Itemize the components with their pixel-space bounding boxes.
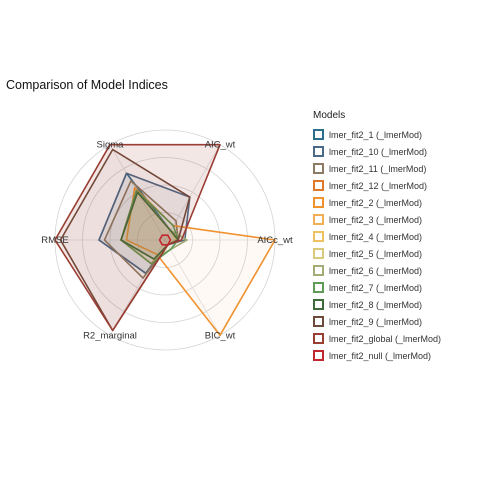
legend-label: lmer_fit2_5 (_lmerMod) xyxy=(329,248,423,259)
legend-label: lmer_fit2_4 (_lmerMod) xyxy=(329,231,423,242)
legend-key xyxy=(313,265,324,276)
legend-item: lmer_fit2_6 (_lmerMod) xyxy=(313,262,441,279)
grid-spoke-BIC_wt xyxy=(164,239,221,336)
legend-item: lmer_fit2_12 (_lmerMod) xyxy=(313,177,441,194)
chart-title: Comparison of Model Indices xyxy=(6,78,168,92)
legend-item: lmer_fit2_global (_lmerMod) xyxy=(313,330,441,347)
legend-key xyxy=(313,248,324,259)
series-14-polygon xyxy=(158,234,172,246)
legend-key xyxy=(313,350,324,361)
axis-label-AICc_wt: AICc_wt xyxy=(257,235,293,246)
axis-label-AIC_wt: AIC_wt xyxy=(205,140,236,151)
axis-label-Sigma: Sigma xyxy=(97,140,125,151)
legend-key xyxy=(313,180,324,191)
legend-label: lmer_fit2_10 (_lmerMod) xyxy=(329,146,428,157)
series-5-polygon xyxy=(125,186,276,337)
legend-key xyxy=(313,163,324,174)
legend-label: lmer_fit2_3 (_lmerMod) xyxy=(329,214,423,225)
legend-label: lmer_fit2_11 (_lmerMod) xyxy=(329,163,427,174)
legend-title: Models xyxy=(313,110,346,121)
legend-label: lmer_fit2_7 (_lmerMod) xyxy=(329,282,423,293)
series-13-polygon xyxy=(54,143,221,332)
legend-item: lmer_fit2_9 (_lmerMod) xyxy=(313,313,441,330)
legend-key xyxy=(313,231,324,242)
legend-key xyxy=(313,146,324,157)
legend-item: lmer_fit2_10 (_lmerMod) xyxy=(313,143,441,160)
legend-label: lmer_fit2_8 (_lmerMod) xyxy=(329,299,423,310)
legend-key xyxy=(313,316,324,327)
legend-label: lmer_fit2_global (_lmerMod) xyxy=(329,333,442,344)
legend-label: lmer_fit2_6 (_lmerMod) xyxy=(329,265,423,276)
grid-spoke-AIC_wt xyxy=(164,144,221,241)
legend-item: lmer_fit2_3 (_lmerMod) xyxy=(313,211,441,228)
legend-item: lmer_fit2_2 (_lmerMod) xyxy=(313,194,441,211)
legend-label: lmer_fit2_null (_lmerMod) xyxy=(329,350,432,361)
axis-label-BIC_wt: BIC_wt xyxy=(205,330,236,341)
legend-item: lmer_fit2_4 (_lmerMod) xyxy=(313,228,441,245)
legend-item: lmer_fit2_1 (_lmerMod) xyxy=(313,126,441,143)
legend-items: lmer_fit2_1 (_lmerMod) lmer_fit2_10 (_lme… xyxy=(313,126,441,364)
axis-label-R2_marginal: R2_marginal xyxy=(83,330,137,341)
legend-key xyxy=(313,282,324,293)
legend-key xyxy=(313,214,324,225)
legend-key xyxy=(313,129,324,140)
legend-item: lmer_fit2_5 (_lmerMod) xyxy=(313,245,441,262)
legend-item: lmer_fit2_11 (_lmerMod) xyxy=(313,160,441,177)
axis-label-RMSE: RMSE xyxy=(41,235,68,246)
legend-label: lmer_fit2_9 (_lmerMod) xyxy=(329,316,423,327)
legend-item: lmer_fit2_8 (_lmerMod) xyxy=(313,296,441,313)
legend-item: lmer_fit2_7 (_lmerMod) xyxy=(313,279,441,296)
legend-label: lmer_fit2_2 (_lmerMod) xyxy=(329,197,423,208)
legend-item: lmer_fit2_null (_lmerMod) xyxy=(313,347,441,364)
legend-key xyxy=(313,333,324,344)
legend-key xyxy=(313,299,324,310)
legend: Models lmer_fit2_1 (_lmerMod) lmer_fit2_1… xyxy=(313,110,441,364)
legend-label: lmer_fit2_1 (_lmerMod) xyxy=(329,129,423,140)
legend-label: lmer_fit2_12 (_lmerMod) xyxy=(329,180,428,191)
legend-key xyxy=(313,197,324,208)
